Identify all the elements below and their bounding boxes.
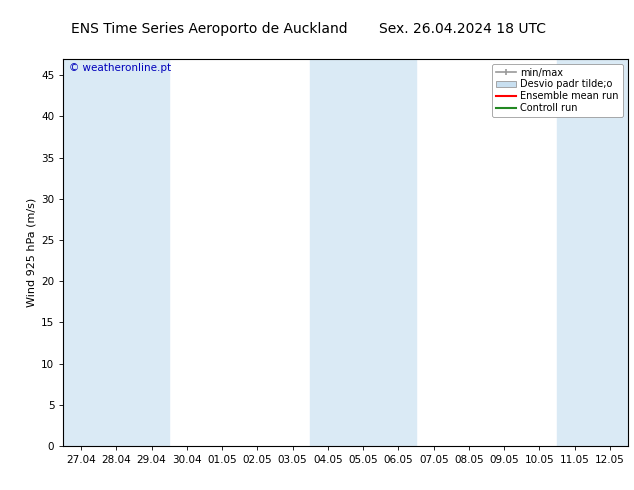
Legend: min/max, Desvio padr tilde;o, Ensemble mean run, Controll run: min/max, Desvio padr tilde;o, Ensemble m… xyxy=(492,64,623,117)
Bar xyxy=(310,59,416,446)
Text: Sex. 26.04.2024 18 UTC: Sex. 26.04.2024 18 UTC xyxy=(379,22,547,36)
Bar xyxy=(134,59,169,446)
Bar xyxy=(557,59,628,446)
Text: © weatheronline.pt: © weatheronline.pt xyxy=(69,63,171,73)
Y-axis label: Wind 925 hPa (m/s): Wind 925 hPa (m/s) xyxy=(27,198,37,307)
Bar xyxy=(63,59,134,446)
Text: ENS Time Series Aeroporto de Auckland: ENS Time Series Aeroporto de Auckland xyxy=(71,22,347,36)
